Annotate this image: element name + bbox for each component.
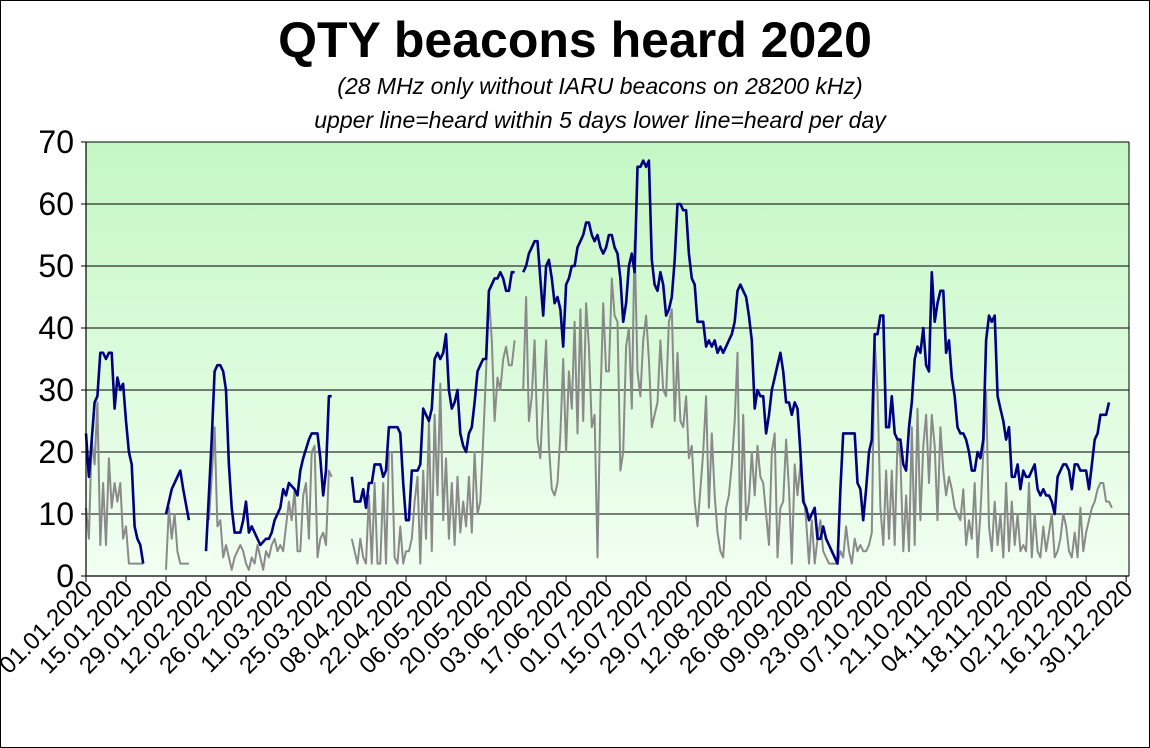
chart-title: QTY beacons heard 2020 xyxy=(278,12,872,68)
chart-subtitle: (28 MHz only without IARU beacons on 282… xyxy=(337,73,863,99)
y-tick-label: 0 xyxy=(56,558,74,594)
y-tick-label: 20 xyxy=(38,434,74,470)
y-tick-label: 10 xyxy=(38,496,74,532)
upper-line xyxy=(204,363,332,552)
upper-line xyxy=(522,159,1111,565)
y-tick-label: 40 xyxy=(38,310,74,346)
upper-line xyxy=(350,270,515,522)
chart-subtitle-2: upper line=heard within 5 days lower lin… xyxy=(314,107,886,133)
upper-line xyxy=(164,469,191,521)
lower-line xyxy=(207,426,333,571)
y-tick-label: 70 xyxy=(38,124,74,160)
lower-line xyxy=(165,506,189,570)
axes xyxy=(85,142,1130,577)
upper-line xyxy=(84,351,145,564)
gridlines xyxy=(86,141,1129,515)
series-layer xyxy=(84,159,1113,571)
y-tick-labels: 0 10 20 30 40 50 60 70 xyxy=(38,124,86,594)
x-tick-labels: 01.01.202015.01.202029.01.202012.02.2020… xyxy=(0,575,1138,679)
y-tick-label: 30 xyxy=(38,372,74,408)
lower-line xyxy=(85,401,144,565)
plot-area xyxy=(86,142,1129,576)
y-tick-label: 50 xyxy=(38,248,74,284)
y-tick-label: 60 xyxy=(38,186,74,222)
